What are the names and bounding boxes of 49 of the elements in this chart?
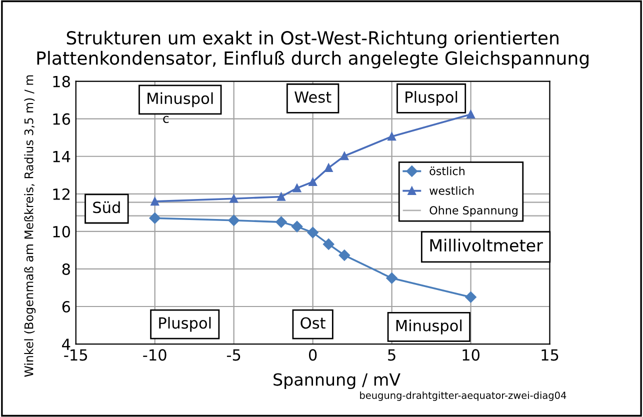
point: [230, 194, 238, 203]
point: [307, 226, 318, 238]
annotation: West: [294, 91, 332, 103]
y-tick-label: 18: [53, 76, 70, 88]
annotation: Süd: [93, 201, 120, 214]
y-tick-label: 4: [62, 338, 70, 350]
y-tick-label: 10: [53, 226, 70, 238]
y-tick-label: 8: [62, 263, 70, 275]
legend-label: östlich: [430, 166, 464, 176]
annotation: Minuspol: [148, 92, 213, 108]
x-axis-title: Spannung / mV: [274, 373, 400, 390]
point: [388, 132, 396, 141]
annotation: Minuspol: [396, 320, 462, 334]
point: [292, 184, 302, 192]
ref-line-label: Ohne Spannung: [430, 206, 518, 217]
annotation: Ost: [300, 317, 326, 329]
annotation: c: [163, 116, 169, 124]
annotation: Pluspol: [159, 316, 211, 332]
point: [150, 197, 160, 206]
y-tick-label: 6: [62, 300, 70, 313]
y-tick-label: 16: [53, 113, 70, 125]
y-tick-label: 12: [53, 188, 70, 200]
point: [466, 110, 475, 119]
y-axis-title: Winkel (Bogenmaß am Meßkreis, Radius 3,5 m) / m: [24, 75, 36, 377]
point: [308, 178, 317, 186]
x-tick-label: -10: [143, 349, 166, 361]
point: [291, 220, 303, 232]
x-tick-label: 0: [308, 349, 317, 361]
x-tick-label: 5: [388, 349, 396, 361]
chart-title: Strukturen um exakt in Ost-West-Richtung orientierten Plattenkondensator, Einfluß durch angelegte Gleichspannung: [37, 30, 588, 68]
x-tick-label: -5: [226, 349, 240, 361]
point: [340, 152, 349, 160]
point: [323, 238, 334, 250]
annotation: Millivoltmeter: [430, 238, 543, 252]
x-tick-label: 10: [462, 349, 480, 361]
point: [149, 212, 160, 224]
text: beugung-drahtgitter-aequator-zwei-diag04: [360, 391, 566, 401]
annotation: Pluspol: [406, 91, 458, 106]
point: [338, 250, 350, 261]
x-tick-label: 15: [542, 349, 558, 361]
point: [324, 164, 333, 172]
point: [386, 272, 398, 284]
point: [277, 192, 286, 201]
point: [276, 216, 287, 228]
y-tick-label: 14: [53, 151, 70, 162]
point: [465, 292, 476, 303]
legend-label: westlich: [430, 186, 474, 195]
point: [228, 214, 240, 226]
x-tick-label: -15: [64, 349, 88, 361]
